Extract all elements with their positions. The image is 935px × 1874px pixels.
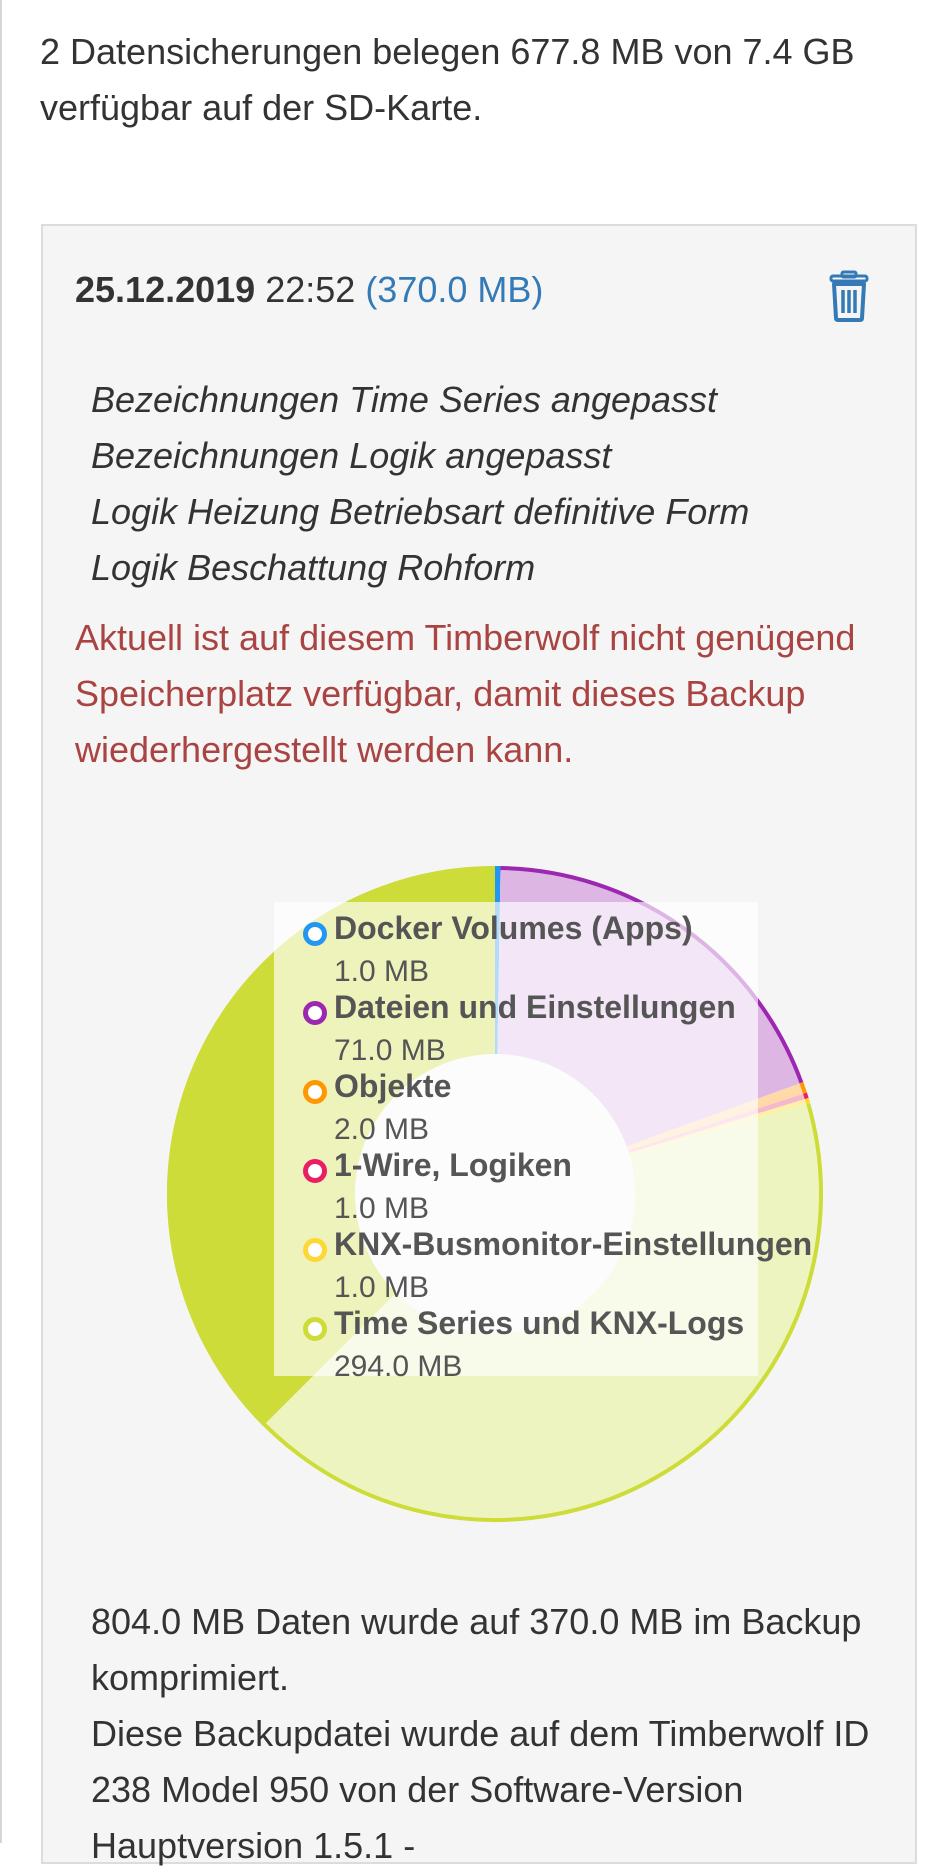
insufficient-space-warning: Aktuell ist auf diesem Timberwolf nicht … [75, 610, 895, 778]
donut-slice-rim [805, 1093, 807, 1098]
backup-header: 25.12.2019 22:52 (370.0 MB) [75, 266, 543, 314]
legend-label: Dateien und Einstellungen [334, 987, 736, 1027]
legend-marker-icon [303, 1080, 327, 1104]
legend-label: Docker Volumes (Apps) [334, 908, 693, 948]
note-line: Logik Beschattung Rohform [91, 540, 749, 596]
legend-label: 1-Wire, Logiken [334, 1145, 572, 1185]
compression-info: 804.0 MB Daten wurde auf 370.0 MB im Bac… [91, 1594, 891, 1706]
legend-marker-icon [303, 1238, 327, 1262]
backup-notes: Bezeichnungen Time Series angepasst Beze… [91, 372, 749, 596]
page-left-border [0, 0, 2, 1843]
legend-marker-icon [303, 1001, 327, 1025]
backup-card: 25.12.2019 22:52 (370.0 MB) Bezeichnunge… [41, 224, 917, 1864]
legend-label: Time Series und KNX-Logs [334, 1303, 744, 1343]
legend-marker-icon [303, 1159, 327, 1183]
legend-marker-icon [303, 1317, 327, 1341]
note-line: Bezeichnungen Time Series angepasst [91, 372, 749, 428]
legend-label: KNX-Busmonitor-Einstellungen [334, 1224, 812, 1264]
legend-label: Objekte [334, 1066, 451, 1106]
legend-marker-icon [303, 922, 327, 946]
legend-value: 294.0 MB [334, 1347, 462, 1387]
note-line: Bezeichnungen Logik angepasst [91, 428, 749, 484]
backup-info: 804.0 MB Daten wurde auf 370.0 MB im Bac… [91, 1594, 891, 1874]
trash-icon[interactable] [823, 270, 875, 322]
backup-date: 25.12.2019 [75, 269, 255, 310]
note-line: Logik Heizung Betriebsart definitive For… [91, 484, 749, 540]
donut-slice-rim [807, 1099, 809, 1104]
storage-summary: 2 Datensicherungen belegen 677.8 MB von … [40, 24, 880, 136]
backup-size: (370.0 MB) [365, 269, 543, 310]
source-info: Diese Backupdatei wurde auf dem Timberwo… [91, 1706, 891, 1874]
backup-time: 22:52 [265, 269, 355, 310]
